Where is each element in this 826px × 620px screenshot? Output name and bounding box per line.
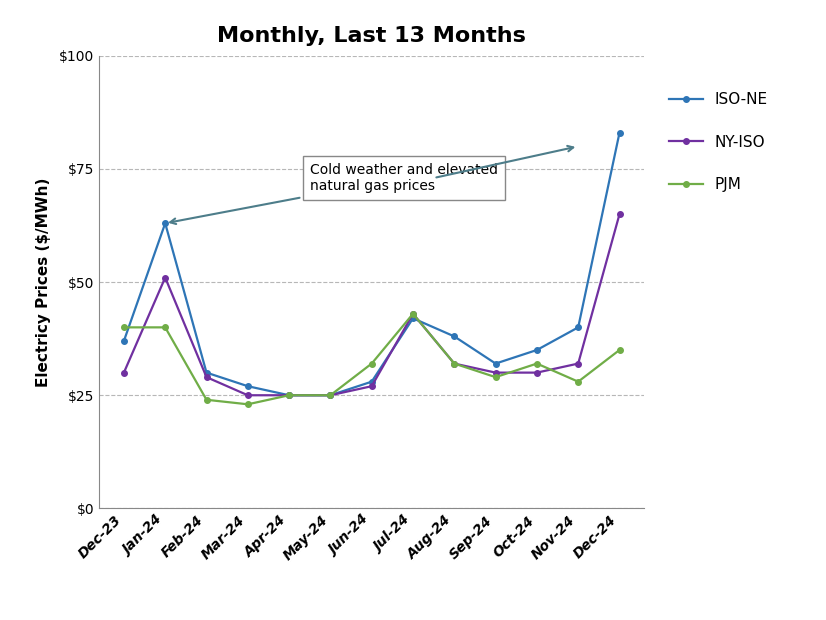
ISO-NE [243,383,253,390]
NY-ISO [449,360,459,367]
NY-ISO [325,392,335,399]
PJM [491,373,501,381]
Legend: ISO-NE, NY-ISO, PJM: ISO-NE, NY-ISO, PJM [662,86,774,198]
PJM [408,310,418,317]
NY-ISO [160,274,170,281]
NY-ISO [367,383,377,390]
PJM [449,360,459,367]
PJM [284,392,294,399]
PJM [367,360,377,367]
ISO-NE [202,369,211,376]
Line: PJM: PJM [121,311,622,407]
NY-ISO [615,210,624,218]
PJM [615,346,624,353]
Line: ISO-NE: ISO-NE [121,130,622,398]
PJM [532,360,542,367]
ISO-NE [573,324,583,331]
NY-ISO [284,392,294,399]
Y-axis label: Electricy Prices ($/MWh): Electricy Prices ($/MWh) [36,177,50,387]
ISO-NE [491,360,501,367]
PJM [202,396,211,404]
ISO-NE [449,333,459,340]
NY-ISO [243,392,253,399]
PJM [119,324,129,331]
NY-ISO [532,369,542,376]
NY-ISO [202,373,211,381]
PJM [160,324,170,331]
ISO-NE [284,392,294,399]
NY-ISO [119,369,129,376]
ISO-NE [532,346,542,353]
NY-ISO [573,360,583,367]
ISO-NE [160,219,170,227]
NY-ISO [408,310,418,317]
PJM [573,378,583,386]
Text: Cold weather and elevated
natural gas prices: Cold weather and elevated natural gas pr… [170,163,498,224]
PJM [325,392,335,399]
ISO-NE [367,378,377,386]
ISO-NE [325,392,335,399]
ISO-NE [119,337,129,345]
NY-ISO [491,369,501,376]
Line: NY-ISO: NY-ISO [121,211,622,398]
ISO-NE [408,314,418,322]
PJM [243,401,253,408]
ISO-NE [615,129,624,136]
Title: Monthly, Last 13 Months: Monthly, Last 13 Months [217,26,526,46]
